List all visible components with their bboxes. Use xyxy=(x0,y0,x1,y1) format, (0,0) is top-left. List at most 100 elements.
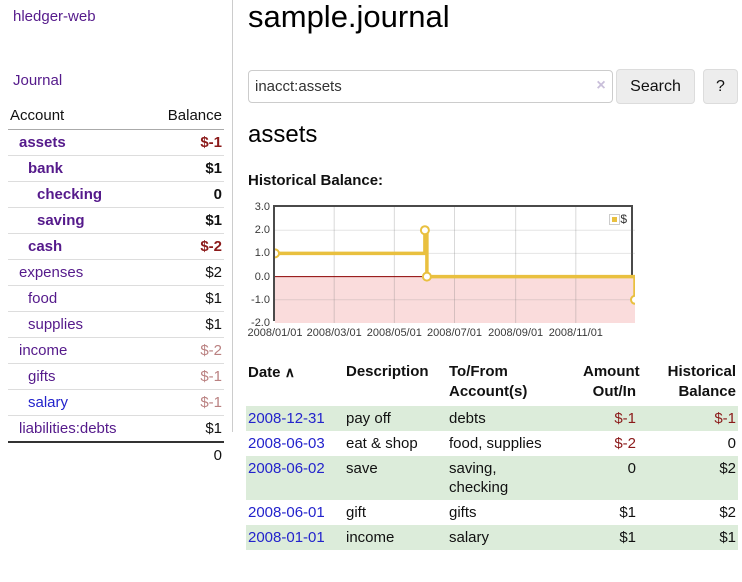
txn-date-link[interactable]: 2008-06-01 xyxy=(248,504,325,521)
register-row: 2008-06-02 save saving, checking 0 $2 xyxy=(246,456,738,500)
account-link[interactable]: cash xyxy=(28,238,63,255)
search-button[interactable]: Search xyxy=(616,69,695,104)
sidebar-item-journal[interactable]: Journal xyxy=(13,72,63,89)
txn-accounts: food, supplies xyxy=(449,435,542,452)
register-header-row: Date ∧ Description To/From Account(s) Am… xyxy=(246,358,738,406)
account-link[interactable]: gifts xyxy=(28,368,56,385)
y-axis-tick: 3.0 xyxy=(254,201,270,213)
txn-date-link[interactable]: 2008-06-02 xyxy=(248,460,325,477)
x-axis-tick: 2008/01/01 xyxy=(247,327,303,339)
account-link[interactable]: assets xyxy=(19,134,66,151)
total-spacer xyxy=(8,441,140,468)
page-title: sample.journal xyxy=(248,0,450,34)
account-balance: $-1 xyxy=(200,134,222,151)
x-axis-tick: 2008/03/01 xyxy=(306,327,362,339)
legend-swatch-icon xyxy=(609,213,621,225)
account-row: liabilities:debts $1 xyxy=(8,415,224,442)
search-input[interactable] xyxy=(248,70,613,103)
account-row: saving $1 xyxy=(8,207,224,234)
balance-column-header-register: Historical Balance xyxy=(667,363,736,400)
accounts-total-balance: 0 xyxy=(140,441,224,468)
txn-amount: $1 xyxy=(619,504,636,521)
sort-ascending-icon: ∧ xyxy=(284,364,295,380)
account-balance: 0 xyxy=(140,181,224,208)
accounts-total-row: 0 xyxy=(8,441,224,468)
balance-chart: $ 3.0 2.0 1.0 0.0 -1.0 -2.0 2008/01/01 2008/03/… xyxy=(240,0,742,350)
txn-description: save xyxy=(346,460,378,477)
txn-balance: $1 xyxy=(719,529,736,546)
account-balance: $2 xyxy=(140,259,224,286)
amount-column-header: Amount Out/In xyxy=(583,363,640,400)
txn-date-link[interactable]: 2008-06-03 xyxy=(248,435,325,452)
main-panel: sample.journal × Search ? assets Histori… xyxy=(240,0,742,582)
account-balance: $1 xyxy=(140,285,224,312)
txn-amount: $-1 xyxy=(614,410,636,427)
account-column-header: Account xyxy=(8,103,140,130)
account-heading: assets xyxy=(248,121,318,148)
txn-date-link[interactable]: 2008-12-31 xyxy=(248,410,325,427)
balance-column-header: Balance xyxy=(140,103,224,130)
account-row: checking 0 xyxy=(8,181,224,208)
help-button[interactable]: ? xyxy=(703,69,738,104)
y-axis-tick: -2.0 xyxy=(251,317,270,329)
txn-balance: $2 xyxy=(719,504,736,521)
x-axis-tick: 2008/09/01 xyxy=(488,327,544,339)
accounts-table-body: assets $-1 bank $1 checking 0 saving $1 … xyxy=(8,130,224,442)
account-balance: $-1 xyxy=(140,389,224,416)
account-link[interactable]: liabilities:debts xyxy=(19,420,117,437)
x-axis-tick: 2008/05/01 xyxy=(366,327,422,339)
txn-amount: $-2 xyxy=(614,435,636,452)
account-link[interactable]: supplies xyxy=(28,316,84,333)
register-row: 2008-01-01 income salary $1 $1 xyxy=(246,525,738,550)
txn-accounts: gifts xyxy=(449,504,477,521)
account-link[interactable]: income xyxy=(19,342,68,359)
y-axis-tick: 1.0 xyxy=(254,247,270,260)
account-link[interactable]: salary xyxy=(28,394,69,411)
account-balance: $1 xyxy=(140,311,224,338)
txn-balance: 0 xyxy=(727,435,736,452)
account-link[interactable]: saving xyxy=(37,212,85,229)
account-balance: $1 xyxy=(140,415,224,442)
app-title-link[interactable]: hledger-web xyxy=(13,8,96,25)
txn-description: eat & shop xyxy=(346,435,418,452)
account-link[interactable]: expenses xyxy=(19,264,84,281)
sidebar-divider xyxy=(232,0,233,432)
account-balance: $1 xyxy=(140,155,224,182)
register-row: 2008-12-31 pay off debts $-1 $-1 xyxy=(246,406,738,431)
y-axis-tick: -1.0 xyxy=(251,293,270,306)
account-link[interactable]: food xyxy=(28,290,58,307)
chart-label: Historical Balance: xyxy=(248,172,384,189)
txn-amount: 0 xyxy=(627,460,636,477)
account-row: assets $-1 xyxy=(8,130,224,156)
account-row: cash $-2 xyxy=(8,233,224,260)
account-balance: $-1 xyxy=(140,363,224,390)
txn-date-link[interactable]: 2008-01-01 xyxy=(248,529,325,546)
account-row: expenses $2 xyxy=(8,259,224,286)
txn-accounts: saving, checking xyxy=(449,460,509,496)
x-axis-tick: 2008/11/01 xyxy=(548,327,603,339)
date-column-header[interactable]: Date ∧ xyxy=(248,364,295,381)
chart-plot-area: $ xyxy=(273,205,635,323)
account-balance: $-2 xyxy=(140,337,224,364)
account-row: food $1 xyxy=(8,285,224,312)
account-row: income $-2 xyxy=(8,337,224,364)
y-axis-tick: 2.0 xyxy=(254,224,270,237)
txn-balance: $2 xyxy=(719,460,736,477)
account-row: supplies $1 xyxy=(8,311,224,338)
y-axis-tick: 0.0 xyxy=(254,270,270,283)
chart-legend: $ xyxy=(609,212,627,226)
accounts-column-header: To/From Account(s) xyxy=(449,363,528,400)
sidebar: hledger-web Journal Account Balance asse… xyxy=(0,0,232,582)
description-column-header: Description xyxy=(346,363,429,380)
txn-amount: $1 xyxy=(619,529,636,546)
register-row: 2008-06-01 gift gifts $1 $2 xyxy=(246,500,738,525)
register-row: 2008-06-03 eat & shop food, supplies $-2… xyxy=(246,431,738,456)
account-link[interactable]: checking xyxy=(37,186,103,203)
account-link[interactable]: bank xyxy=(28,160,64,177)
txn-description: gift xyxy=(346,504,367,521)
accounts-header-row: Account Balance xyxy=(8,103,224,130)
txn-description: income xyxy=(346,529,395,546)
account-balance: $1 xyxy=(140,207,224,234)
clear-search-icon[interactable]: × xyxy=(596,77,606,94)
